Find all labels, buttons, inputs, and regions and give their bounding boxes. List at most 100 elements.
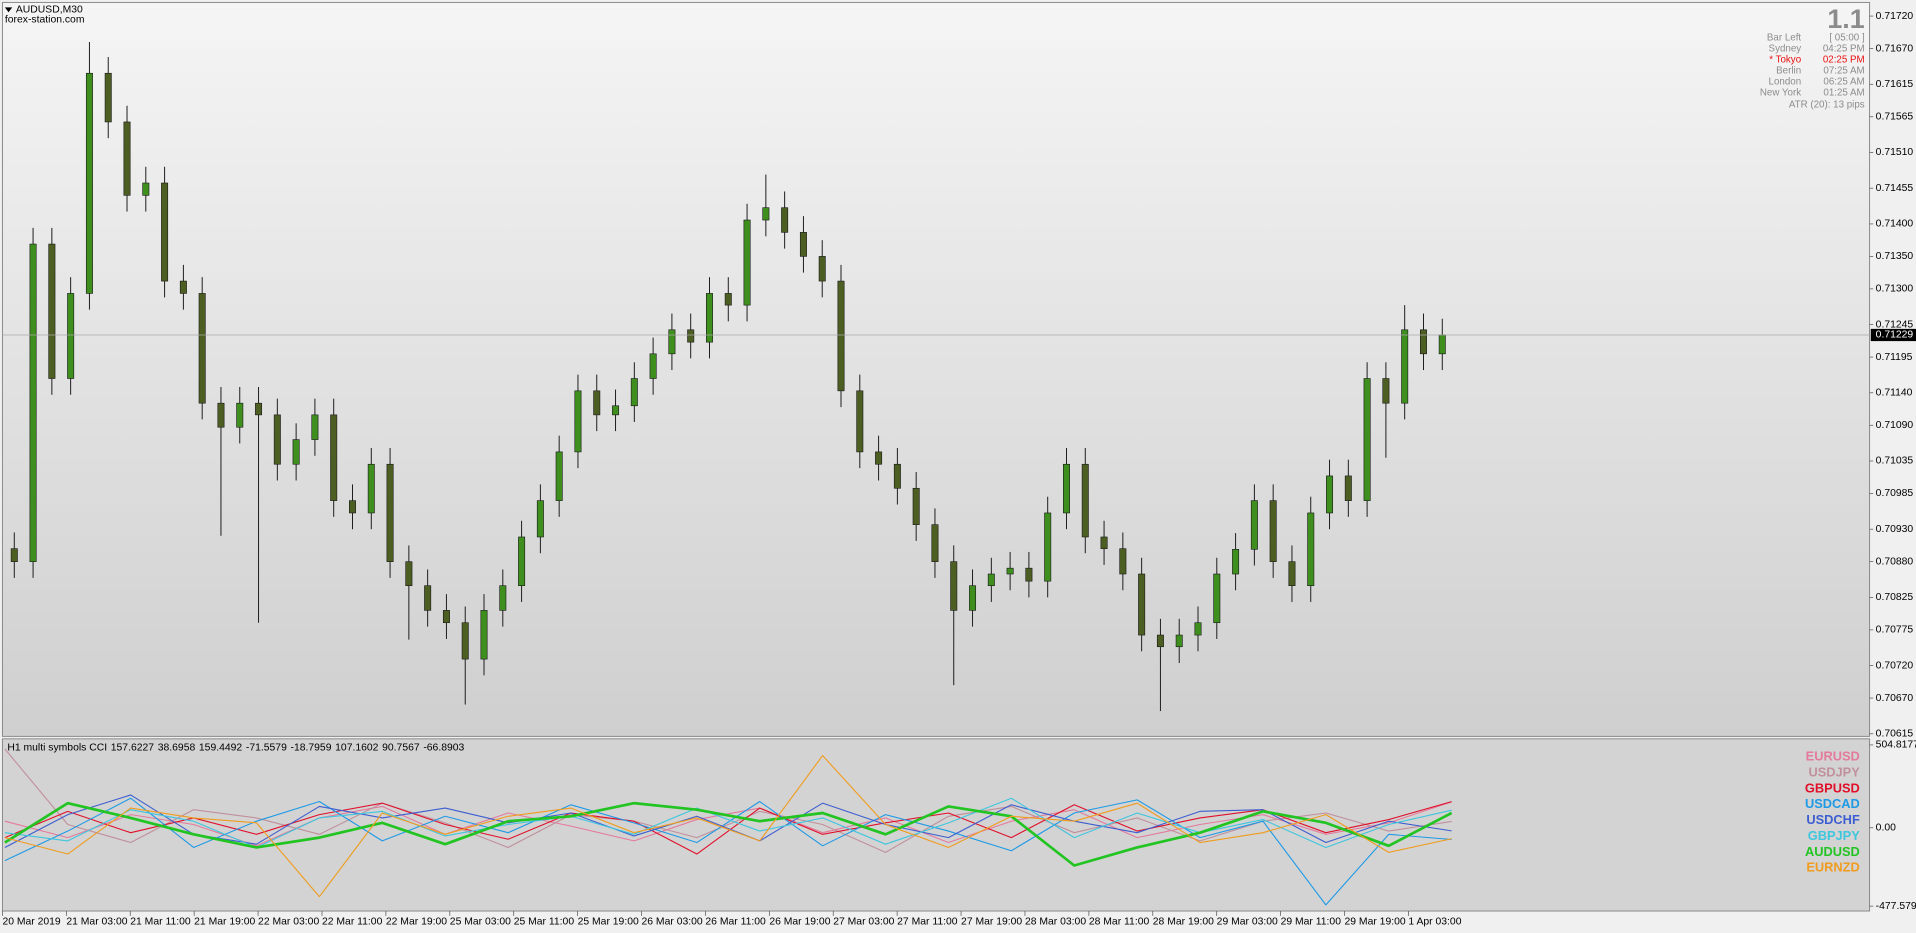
info-value: 07:25 AM — [1823, 65, 1864, 76]
candle-body — [255, 402, 263, 416]
candle-body — [499, 585, 507, 611]
candle-body — [1194, 622, 1202, 636]
candle-body — [1326, 475, 1334, 514]
y-tick-label: 0.70880 — [1876, 556, 1914, 567]
candle-body — [1119, 548, 1127, 575]
candle-body — [1138, 573, 1146, 636]
y-tick-label: 0.70985 — [1876, 488, 1914, 499]
candle-body — [536, 500, 544, 538]
indicator-value: -66.8903 — [423, 742, 464, 753]
y-tick-label: 0.71140 — [1876, 388, 1913, 399]
candle-body — [349, 500, 356, 514]
x-tick-label: 28 Mar 03:00 — [1025, 917, 1086, 928]
indicator-panel — [1, 738, 1871, 912]
candle-body — [104, 72, 112, 123]
symbol-title: AUDUSD,M30 — [16, 5, 83, 16]
legend-entry: AUDUSD — [1805, 844, 1860, 859]
candle-body — [292, 439, 300, 465]
candle-body — [442, 610, 450, 624]
y-tick-label: 0.71565 — [1876, 111, 1914, 122]
x-tick-label: 27 Mar 11:00 — [897, 917, 958, 928]
y-tick-label: 0.00 — [1876, 823, 1896, 834]
indicator-value: -18.7959 — [291, 742, 332, 753]
candle-body — [1100, 536, 1108, 549]
candle-body — [1044, 512, 1052, 582]
candle-body — [461, 622, 469, 660]
legend-entry: GBPJPY — [1808, 828, 1860, 843]
candle-body — [1363, 378, 1371, 501]
menu-arrow[interactable] — [4, 7, 13, 13]
candle-body — [687, 329, 695, 343]
x-tick-label: 22 Mar 11:00 — [322, 917, 383, 928]
info-panel: Bar Left [ 05:00 ] Sydney 04:25 PM * Tok… — [1760, 32, 1865, 110]
y-tick-label: 0.71350 — [1876, 251, 1914, 262]
y-tick-label: 0.70720 — [1876, 660, 1914, 671]
info-label: * Tokyo — [1769, 54, 1801, 65]
candle-body — [367, 463, 375, 514]
candle-body — [818, 256, 826, 282]
indicator-value: 38.6958 — [158, 742, 196, 753]
candle-body — [217, 402, 225, 428]
candle-body — [1156, 634, 1164, 648]
candle-body — [1438, 334, 1446, 355]
y-tick-label: 0.71510 — [1876, 147, 1914, 158]
price-tag — [1870, 328, 1916, 342]
main-panel — [1, 1, 1871, 737]
candle-body — [424, 585, 432, 611]
x-tick-label: 27 Mar 03:00 — [833, 917, 894, 928]
candle-body — [1175, 634, 1183, 648]
candle-body — [1081, 463, 1089, 538]
cci-line — [4, 755, 1452, 898]
candle-body — [1006, 567, 1014, 575]
x-tick-label: 28 Mar 11:00 — [1089, 917, 1150, 928]
y-tick-label: 0.70825 — [1876, 592, 1914, 603]
indicator-value: 90.7567 — [382, 742, 420, 753]
candle-body — [386, 463, 394, 562]
info-value: 04:25 PM — [1823, 43, 1865, 54]
x-tick-label: 26 Mar 19:00 — [769, 917, 830, 928]
x-tick-label: 21 Mar 03:00 — [66, 917, 127, 928]
candle-body — [1232, 549, 1240, 575]
info-label: Bar Left — [1767, 32, 1801, 43]
x-tick-label: 26 Mar 11:00 — [705, 917, 766, 928]
candle-body — [743, 219, 751, 306]
candle-body — [142, 182, 150, 196]
candle-body — [480, 610, 488, 660]
candle-body — [837, 280, 845, 392]
y-tick-label: 0.70615 — [1876, 729, 1914, 740]
info-value: 01:25 AM — [1823, 87, 1864, 98]
x-tick-label: 1 Apr 03:00 — [1408, 917, 1461, 928]
legend-entry: USDCHF — [1806, 812, 1860, 827]
candle-body — [574, 390, 582, 453]
candle-body — [893, 463, 901, 489]
candle-body — [706, 293, 713, 343]
x-tick-label: 29 Mar 03:00 — [1217, 917, 1278, 928]
legend-entry: EURUSD — [1806, 749, 1860, 764]
indicator-title: H1 multi symbols CCI — [7, 742, 107, 753]
info-value: 06:25 AM — [1823, 76, 1864, 87]
y-tick-label: 0.71400 — [1876, 219, 1914, 230]
candle-body — [1288, 561, 1296, 587]
candle-body — [48, 243, 56, 379]
y-tick-label: 0.71195 — [1876, 352, 1913, 363]
candle-body — [612, 405, 620, 416]
candle-body — [593, 390, 601, 416]
indicator-value: 157.6227 — [111, 742, 155, 753]
indicator-value: 159.4492 — [199, 742, 243, 753]
candle-body — [969, 585, 977, 611]
cci-line — [4, 797, 1452, 906]
candle-body — [1063, 463, 1070, 514]
x-tick-label: 29 Mar 19:00 — [1344, 917, 1405, 928]
candle-body — [912, 487, 920, 525]
x-tick-label: 21 Mar 19:00 — [194, 917, 255, 928]
info-label: Berlin — [1776, 65, 1801, 76]
cci-line — [4, 801, 1453, 867]
candle-body — [555, 451, 563, 501]
legend-entry: USDCAD — [1805, 796, 1860, 811]
indicator-value: -71.5579 — [246, 742, 287, 753]
candle-body — [931, 524, 939, 562]
y-tick-label: 0.70930 — [1876, 524, 1914, 535]
x-tick-label: 26 Mar 03:00 — [642, 917, 703, 928]
